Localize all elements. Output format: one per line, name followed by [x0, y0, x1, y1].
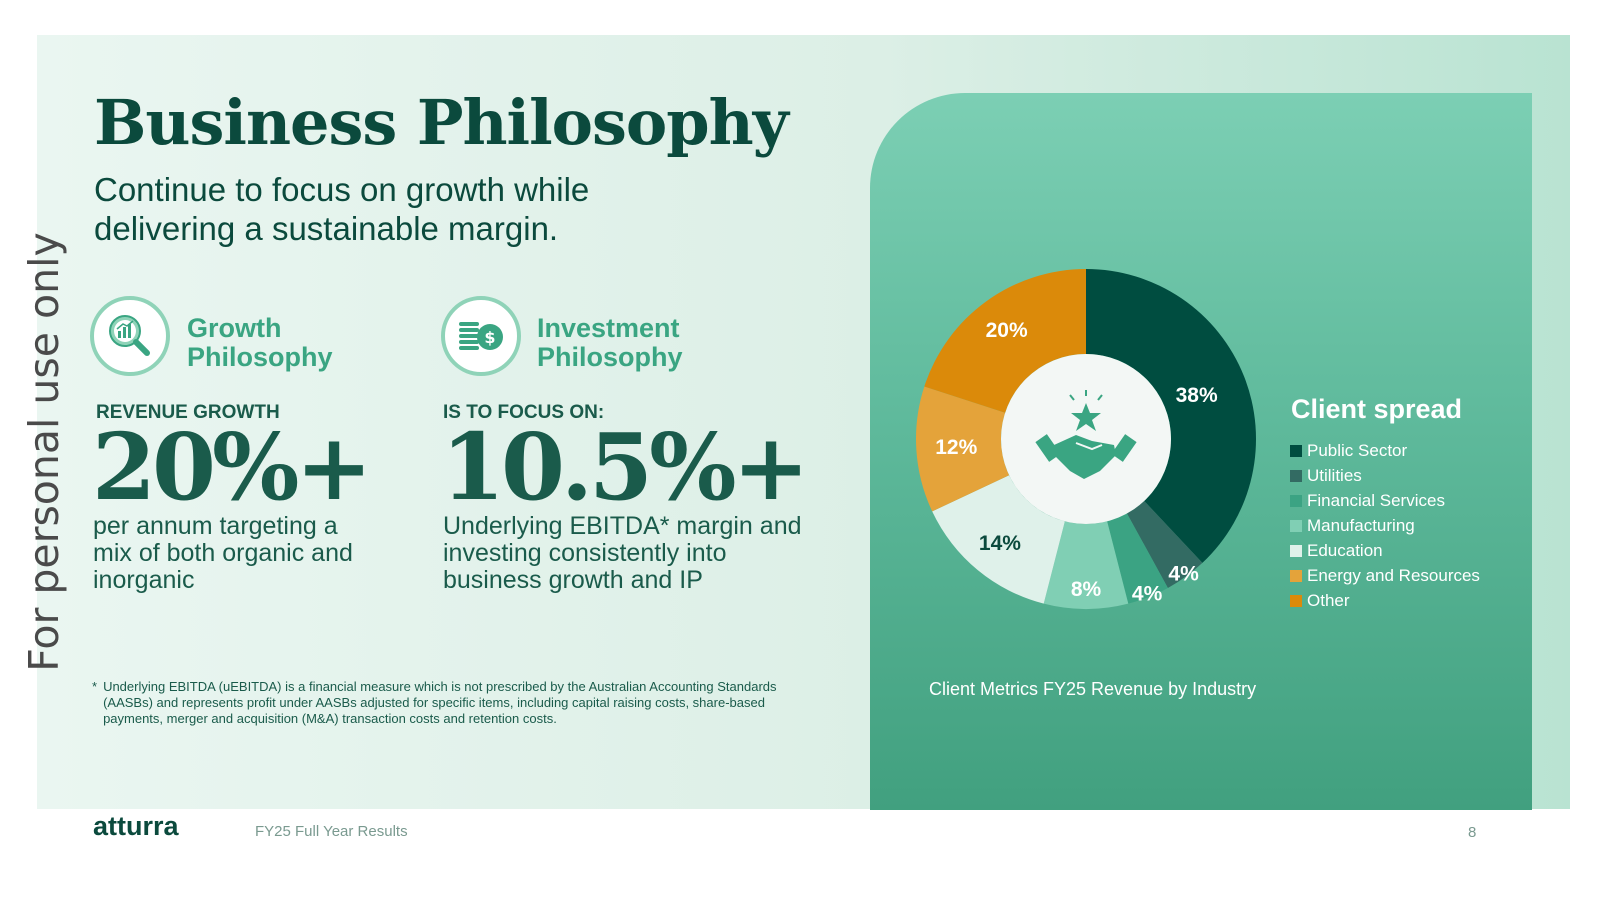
legend-label: Manufacturing [1307, 515, 1415, 535]
donut-slice-energy-and-resources [916, 386, 1010, 512]
growth-philosophy-heading: Growth Philosophy [187, 314, 333, 372]
coins-dollar-icon: $ [441, 296, 521, 376]
growth-description: per annum targeting a mix of both organi… [93, 512, 353, 594]
legend-label: Financial Services [1307, 490, 1445, 510]
chart-caption: Client Metrics FY25 Revenue by Industry [929, 679, 1257, 699]
growth-label: REVENUE GROWTH [96, 402, 280, 423]
legend-item: Financial Services [1290, 488, 1480, 513]
legend-item: Manufacturing [1290, 513, 1480, 538]
investment-description: Underlying EBITDA* margin and investing … [443, 512, 802, 594]
donut-slice-financial-services [1107, 513, 1168, 604]
footnote-marker: * [92, 679, 98, 694]
donut-label-education: 14% [979, 532, 1021, 555]
growth-heading-line1: Growth [187, 313, 282, 343]
donut-slice-other [924, 269, 1086, 413]
donut-slice-manufacturing [1043, 521, 1129, 609]
chart-legend: Public Sector Utilities Financial Services… [1290, 438, 1480, 613]
donut-slice-utilities [1126, 500, 1203, 588]
page-title: Business Philosophy [94, 86, 789, 159]
legend-swatch [1290, 569, 1302, 582]
legend-label: Public Sector [1307, 440, 1408, 460]
page-subtitle: Continue to focus on growth while delive… [94, 171, 590, 247]
legend-item: Energy and Resources [1290, 563, 1480, 588]
investment-heading-line1: Investment [537, 313, 680, 343]
legend-item: Utilities [1290, 463, 1480, 488]
legend-swatch [1290, 444, 1302, 457]
donut-slice-public-sector [1086, 269, 1256, 563]
donut-slice-education [932, 475, 1065, 604]
legend-swatch [1290, 594, 1302, 607]
svg-text:$: $ [484, 328, 495, 347]
legend-label: Utilities [1307, 465, 1362, 485]
investment-heading-line2: Philosophy [537, 342, 683, 372]
page-number: 8 [1468, 824, 1477, 841]
legend-label: Other [1307, 590, 1350, 610]
magnifier-chart-icon [90, 296, 170, 376]
footer-text: FY25 Full Year Results [255, 823, 408, 840]
legend-item: Education [1290, 538, 1480, 563]
legend-swatch [1290, 494, 1302, 507]
atturra-logo: atturra [93, 811, 179, 841]
growth-heading-line2: Philosophy [187, 342, 333, 372]
legend-swatch [1290, 519, 1302, 532]
legend-swatch [1290, 469, 1302, 482]
legend-swatch [1290, 544, 1302, 557]
investment-value: 10.5%+ [441, 413, 810, 521]
donut-label-financial-services: 4% [1132, 582, 1163, 605]
donut-label-other: 20% [986, 319, 1028, 342]
watermark: For personal use only [20, 232, 68, 672]
investment-label: IS TO FOCUS ON: [443, 402, 605, 423]
growth-value: 20%+ [92, 413, 373, 521]
client-spread-donut-chart: 38% 4%4% 8% 14% 12% 20% [916, 269, 1256, 609]
legend-title: Client spread [1291, 394, 1463, 424]
legend-label: Energy and Resources [1307, 565, 1480, 585]
footnote: * Underlying EBITDA (uEBITDA) is a finan… [92, 679, 812, 727]
donut-label-manufacturing: 8% [1071, 578, 1102, 601]
donut-label-energy-and-resources: 12% [935, 436, 977, 459]
footnote-text: Underlying EBITDA (uEBITDA) is a financi… [103, 679, 777, 726]
legend-item: Public Sector [1290, 438, 1480, 463]
donut-label-public-sector: 38% [1176, 384, 1218, 407]
donut-label-utilities: 4% [1168, 562, 1199, 585]
handshake-star-icon [1035, 390, 1137, 479]
legend-item: Other [1290, 588, 1480, 613]
legend-label: Education [1307, 540, 1383, 560]
investment-philosophy-heading: Investment Philosophy [537, 314, 683, 372]
